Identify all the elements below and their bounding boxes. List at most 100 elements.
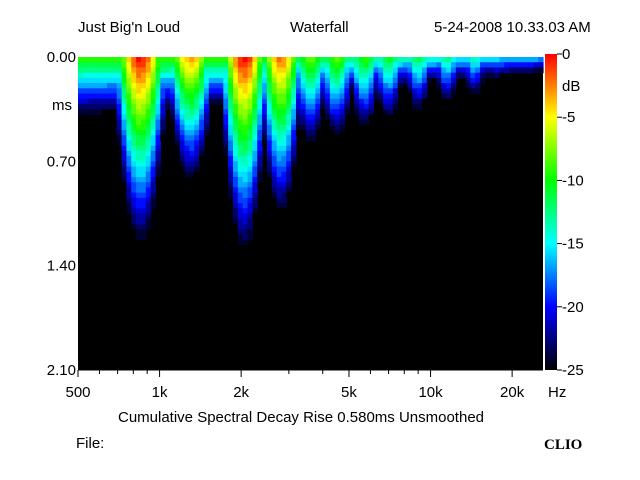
heatmap-cell: [368, 114, 375, 121]
heatmap-cell: [145, 72, 152, 79]
heatmap-cell: [121, 150, 128, 157]
heatmap-cell: [470, 83, 476, 89]
heatmap-cell: [218, 72, 224, 79]
heatmap-cell: [199, 124, 205, 131]
footer-description: Cumulative Spectral Decay Rise 0.580ms U…: [118, 409, 484, 426]
heatmap-cell: [116, 62, 123, 69]
heatmap-cell: [145, 135, 152, 142]
heatmap-cell: [281, 135, 287, 142]
heatmap-cell: [242, 72, 249, 79]
heatmap-cell: [102, 83, 108, 89]
heatmap-cell: [111, 77, 118, 84]
heatmap-cell: [310, 135, 316, 142]
heatmap-cell: [494, 57, 500, 63]
heatmap-cell: [223, 109, 229, 115]
heatmap-cell: [421, 62, 428, 69]
heatmap-cell: [378, 98, 384, 105]
heatmap-cell: [111, 109, 118, 115]
heatmap-cell: [145, 150, 152, 157]
heatmap-cell: [412, 98, 418, 105]
heatmap-cell: [295, 119, 302, 126]
heatmap-cell: [392, 103, 399, 110]
heatmap-cell: [116, 72, 123, 79]
heatmap-cell: [131, 156, 137, 162]
heatmap-cell: [145, 98, 152, 105]
heatmap-cell: [140, 83, 147, 89]
heatmap-cell: [271, 88, 278, 95]
heatmap-cell: [257, 161, 263, 168]
heatmap-cell: [252, 72, 258, 79]
heatmap-cell: [131, 145, 137, 152]
heatmap-cell: [310, 67, 316, 74]
heatmap-cell: [121, 93, 128, 100]
heatmap-cell: [160, 98, 166, 105]
heatmap-cell: [247, 213, 253, 220]
heatmap-cell: [475, 67, 481, 74]
heatmap-cell: [203, 57, 210, 63]
heatmap-cell: [266, 171, 273, 178]
heatmap-cell: [189, 109, 195, 115]
heatmap-cell: [247, 72, 253, 79]
heatmap-cell: [329, 109, 336, 115]
heatmap-cell: [223, 72, 229, 79]
heatmap-cell: [150, 171, 157, 178]
heatmap-cell: [121, 62, 128, 69]
heatmap-cell: [174, 103, 181, 110]
heatmap-cell: [145, 114, 152, 121]
heatmap-cell: [194, 57, 200, 63]
heatmap-cell: [378, 67, 384, 74]
heatmap-cell: [160, 119, 166, 126]
heatmap-cell: [339, 103, 345, 110]
heatmap-cell: [295, 72, 302, 79]
heatmap-cell: [131, 218, 137, 225]
heatmap-cell: [397, 88, 404, 95]
heatmap-cell: [281, 77, 287, 84]
heatmap-cell: [140, 88, 147, 95]
heatmap-cell: [140, 150, 147, 157]
heatmap-cell: [470, 88, 476, 95]
heatmap-cell: [194, 77, 200, 84]
heatmap-cell: [310, 130, 316, 136]
heatmap-cell: [334, 114, 341, 121]
heatmap-cell: [475, 57, 481, 63]
heatmap-cell: [470, 67, 476, 74]
heatmap-cell: [252, 176, 258, 183]
y-axis-unit: ms: [52, 97, 72, 114]
heatmap-cell: [179, 72, 186, 79]
heatmap-cell: [266, 130, 273, 136]
heatmap-cell: [271, 57, 278, 63]
heatmap-cell: [145, 83, 152, 89]
heatmap-cell: [291, 67, 297, 74]
heatmap-cell: [131, 171, 137, 178]
heatmap-cell: [426, 62, 433, 69]
heatmap-cell: [228, 130, 234, 136]
heatmap-cell: [431, 77, 438, 84]
heatmap-cell: [242, 213, 249, 220]
heatmap-cell: [329, 88, 336, 95]
heatmap-cell: [281, 114, 287, 121]
heatmap-cell: [233, 77, 239, 84]
heatmap-cell: [160, 114, 166, 121]
heatmap-cell: [417, 77, 423, 84]
heatmap-cell: [266, 103, 273, 110]
heatmap-cell: [252, 187, 258, 194]
heatmap-cell: [475, 77, 481, 84]
heatmap-cell: [160, 77, 166, 84]
heatmap-cell: [213, 72, 220, 79]
heatmap-cell: [102, 67, 108, 74]
heatmap-cell: [179, 88, 186, 95]
heatmap-cell: [470, 57, 476, 63]
heatmap-cell: [436, 57, 442, 63]
heatmap-cell: [281, 72, 287, 79]
heatmap-cell: [242, 119, 249, 126]
heatmap-cell: [107, 93, 113, 100]
heatmap-cell: [334, 83, 341, 89]
heatmap-cell: [354, 103, 360, 110]
heatmap-cell: [446, 88, 452, 95]
heatmap-cell: [228, 57, 234, 63]
heatmap-cell: [300, 72, 307, 79]
heatmap-cell: [305, 124, 312, 131]
heatmap-cell: [421, 67, 428, 74]
heatmap-cell: [363, 109, 370, 115]
heatmap-cell: [242, 156, 249, 162]
